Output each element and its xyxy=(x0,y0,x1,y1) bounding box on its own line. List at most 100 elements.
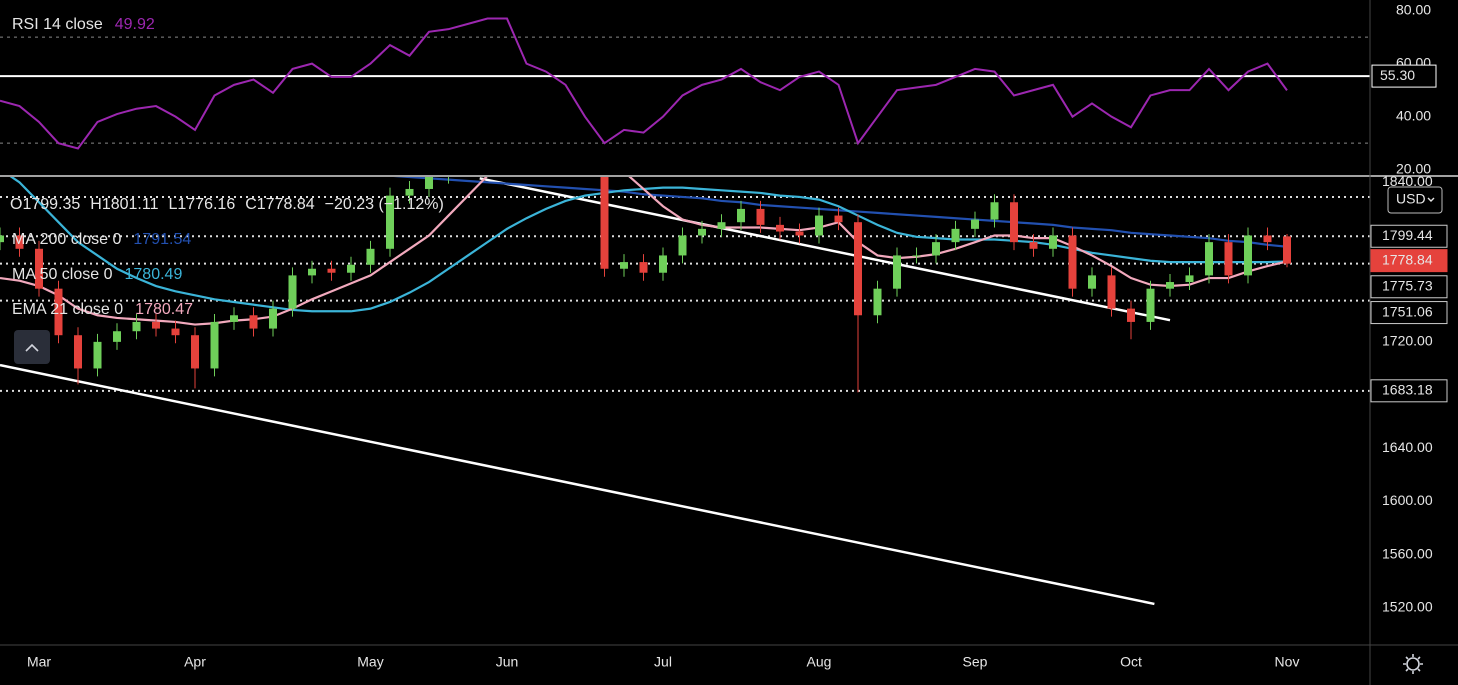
currency-chevron[interactable] xyxy=(1427,197,1435,202)
ma-legend: MA 200 close 0 1791.54 xyxy=(12,231,191,248)
candle-body xyxy=(366,248,375,265)
candle-body xyxy=(854,222,862,316)
candle-body xyxy=(698,228,706,236)
x-tick-label: Jul xyxy=(654,654,672,670)
candle-body xyxy=(1263,235,1272,243)
candle-body xyxy=(932,242,940,256)
candle-body xyxy=(737,208,745,223)
rsi-legend: RSI 14 close 49.92 xyxy=(12,16,155,33)
ma-legend-name: MA 50 close 0 xyxy=(12,266,113,283)
candle-body xyxy=(152,321,160,329)
gear-icon[interactable] xyxy=(1406,657,1420,671)
legend: RSI 14 close 49.92 O1799.35 H1801.11 L1776.1… xyxy=(10,16,444,318)
candle-body xyxy=(717,222,726,229)
candle-body xyxy=(951,228,960,243)
rsi-legend-value: 49.92 xyxy=(115,16,155,33)
price-level-label: 1778.84 xyxy=(1382,251,1433,267)
candle-body xyxy=(249,315,258,329)
price-level-box xyxy=(1370,275,1448,299)
candle-body xyxy=(113,331,121,342)
candle-body xyxy=(795,231,804,236)
ma-legend-value: 1780.49 xyxy=(125,266,183,283)
price-level-box xyxy=(1370,249,1448,273)
trend-line xyxy=(0,363,1155,606)
y-tick-label: 1720.00 xyxy=(1382,333,1433,349)
price-level-box xyxy=(1370,224,1448,248)
settings-button[interactable] xyxy=(1403,654,1423,674)
ma-legend-value: 1780.47 xyxy=(135,301,193,318)
candle-body xyxy=(308,268,316,276)
y-tick-label: 1640.00 xyxy=(1382,439,1433,455)
x-tick-label: Sep xyxy=(963,654,988,670)
x-tick-label: Mar xyxy=(27,654,51,670)
currency-label[interactable]: USD xyxy=(1396,191,1426,207)
rsi-line xyxy=(0,17,1288,150)
candle-body xyxy=(1205,242,1213,276)
rsi-tick-label: 20.00 xyxy=(1396,160,1431,176)
candle-body xyxy=(15,235,24,249)
ma-legend-name: EMA 21 close 0 xyxy=(12,301,123,318)
ohlc-value: H1801.11 xyxy=(90,196,158,213)
candle-body xyxy=(230,315,238,322)
candle-body xyxy=(288,275,297,309)
x-tick-label: Oct xyxy=(1120,654,1142,670)
currency-button-bg[interactable] xyxy=(1387,186,1443,214)
candle-body xyxy=(93,341,102,369)
ohlc-value: O1799.35 xyxy=(10,196,80,213)
candle-body xyxy=(191,335,199,369)
x-tick-label: Jun xyxy=(496,654,519,670)
y-tick-label: 1840.00 xyxy=(1382,173,1433,189)
candle-body xyxy=(269,308,277,329)
rsi-level-label: 55.30 xyxy=(1380,67,1415,83)
ma-legend-name: MA 200 close 0 xyxy=(12,231,122,248)
price-pane xyxy=(0,177,1370,606)
gear-teeth[interactable] xyxy=(1403,654,1423,674)
candle-body xyxy=(1010,202,1018,243)
candle-body xyxy=(1127,308,1135,322)
rsi-legend-title: RSI 14 close xyxy=(12,16,103,33)
candle-body xyxy=(620,262,628,269)
candle-body xyxy=(1283,236,1291,264)
collapse-icon[interactable] xyxy=(25,343,39,352)
candle-body xyxy=(405,188,414,196)
price-level-label: 1775.73 xyxy=(1382,277,1433,293)
candle-body xyxy=(171,328,180,336)
price-level-label: 1751.06 xyxy=(1382,303,1433,319)
y-tick-label: 1560.00 xyxy=(1382,545,1433,561)
rsi-tick-label: 40.00 xyxy=(1396,107,1431,123)
candle-body xyxy=(35,248,43,289)
candle-body xyxy=(776,224,784,232)
candle-body xyxy=(659,255,667,273)
currency-button[interactable]: USD xyxy=(1387,186,1443,214)
candle-body xyxy=(815,215,823,236)
candle-body xyxy=(1146,288,1155,322)
rsi-tick-label: 80.00 xyxy=(1396,1,1431,17)
candle-body xyxy=(1068,235,1077,289)
x-tick-label: Nov xyxy=(1275,654,1300,670)
candle-body xyxy=(1049,235,1057,249)
candle-body xyxy=(1224,242,1233,276)
candle-body xyxy=(210,321,219,369)
candle-body xyxy=(990,202,999,220)
candle-body xyxy=(1166,282,1174,289)
candle-body xyxy=(834,215,843,223)
collapse-button[interactable] xyxy=(14,330,50,364)
candle-body xyxy=(386,195,394,249)
candle-body xyxy=(1088,275,1096,289)
price-level-label: 1799.44 xyxy=(1382,227,1433,243)
x-tick-label: Aug xyxy=(807,654,832,670)
candle-body xyxy=(74,335,82,369)
candle-body xyxy=(1244,235,1252,276)
x-tick-label: Apr xyxy=(184,654,206,670)
collapse-button-bg[interactable] xyxy=(14,330,50,364)
candle-body xyxy=(600,177,609,269)
candle-body xyxy=(873,288,882,316)
ma-legend: EMA 21 close 0 1780.47 xyxy=(12,301,193,318)
candle-body xyxy=(327,268,336,273)
candle-body xyxy=(678,235,687,256)
rsi-level-box xyxy=(1371,64,1437,88)
